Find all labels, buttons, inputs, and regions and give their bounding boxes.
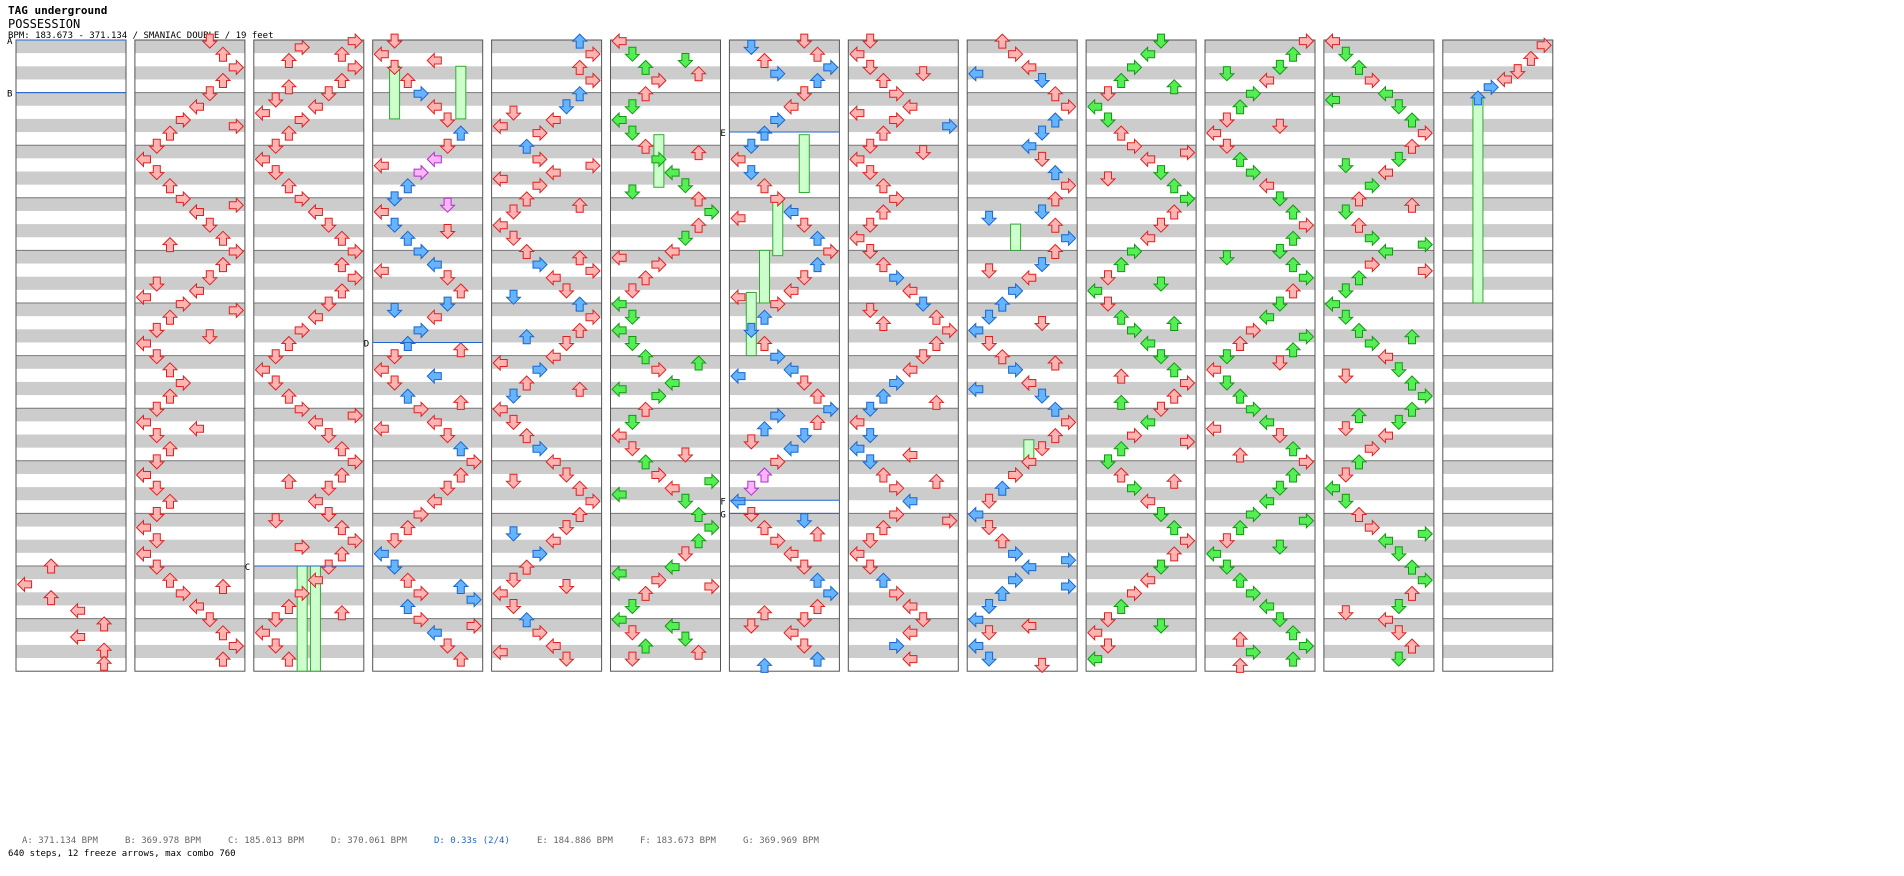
bpm-marker-label: B xyxy=(7,90,12,100)
measure-column xyxy=(1442,39,1554,672)
bpm-marker-label: D xyxy=(364,339,369,349)
measure-column xyxy=(491,39,603,672)
bpm-markers: A B C D E FG xyxy=(7,37,840,573)
bpm-legend-item: D: 370.061 BPM xyxy=(331,836,407,846)
bpm-legend-item: F: 183.673 BPM xyxy=(640,836,716,846)
bpm-legend-item: E: 184.886 BPM xyxy=(537,836,613,846)
bpm-marker-label: F xyxy=(720,497,725,507)
measure-column xyxy=(253,39,365,672)
measure-column xyxy=(15,39,127,672)
measure-column xyxy=(372,39,484,672)
bpm-marker-label: E xyxy=(720,129,725,139)
measure-column xyxy=(966,39,1078,672)
freeze-arrow xyxy=(1010,223,1022,251)
measure-column xyxy=(1085,39,1197,672)
bpm-marker-label: C xyxy=(245,563,250,573)
bpm-legend-item: B: 369.978 BPM xyxy=(125,836,201,846)
freeze-arrow xyxy=(296,565,308,672)
chart-stats: 640 steps, 12 freeze arrows, max combo 7… xyxy=(8,849,236,859)
bpm-marker-label: G xyxy=(720,510,725,520)
song-title: POSSESSION xyxy=(8,17,81,31)
freeze-arrow xyxy=(455,65,467,120)
freeze-arrow xyxy=(759,249,771,304)
chart-info: BPM: 183.673 - 371.134 / SMANIAC DOUBLE … xyxy=(8,31,274,41)
chart-header: TAG underground POSSESSION BPM: 183.673 … xyxy=(8,4,274,42)
measure-column xyxy=(610,39,721,672)
measure-column xyxy=(847,39,959,672)
measure-column xyxy=(134,39,246,672)
bpm-legend-item: D: 0.33s (2/4) xyxy=(434,836,510,846)
bpm-legend-item: A: 371.134 BPM xyxy=(22,836,98,846)
bpm-legend-item: G: 369.969 BPM xyxy=(743,836,819,846)
bpm-marker-label: A xyxy=(7,37,13,47)
song-artist: TAG underground xyxy=(8,4,108,17)
bpm-legend-item: C: 185.013 BPM xyxy=(228,836,304,846)
measure-column xyxy=(1204,39,1316,672)
freeze-arrow xyxy=(1472,97,1484,304)
freeze-arrow xyxy=(798,134,810,194)
